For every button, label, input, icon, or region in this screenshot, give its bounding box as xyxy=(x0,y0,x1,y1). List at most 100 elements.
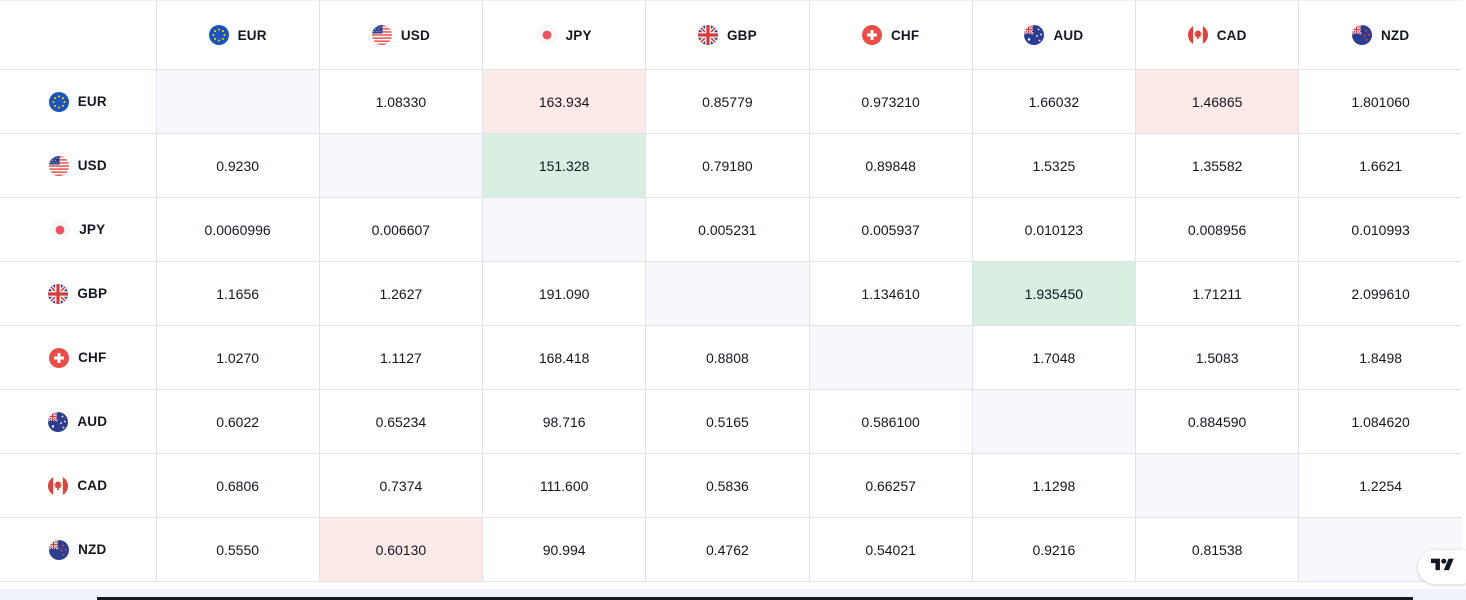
rate-cell-nzdjpy[interactable]: 90.994 xyxy=(482,517,647,582)
rate-cell-cadchf[interactable]: 0.66257 xyxy=(809,453,973,518)
rate-cell-usdnzd[interactable]: 1.6621 xyxy=(1298,133,1462,198)
rate-cell-chfjpy[interactable]: 168.418 xyxy=(482,325,647,390)
column-header-usd: USD xyxy=(319,0,484,70)
rate-row-usd: USD 0.9230 151.328 0.79180 0.89848 1.5325 1.35… xyxy=(0,133,1462,198)
rate-cell-nzdaud[interactable]: 0.9216 xyxy=(972,517,1137,582)
currency-code: CHF xyxy=(78,350,107,365)
column-header-aud: AUD xyxy=(972,0,1137,70)
currency-code: GBP xyxy=(77,286,108,301)
currency-code: USD xyxy=(77,158,107,173)
rate-cell-gbpaud[interactable]: 1.935450 xyxy=(972,261,1137,326)
currency-code: GBP xyxy=(726,27,757,43)
currency-code: AUD xyxy=(77,414,108,429)
rate-cell-cadaud[interactable]: 1.1298 xyxy=(972,453,1137,518)
rate-cell-nzdgbp[interactable]: 0.4762 xyxy=(645,517,810,582)
cad-flag-icon xyxy=(48,475,69,496)
diagonal-cell xyxy=(809,325,973,390)
rate-cell-nzdeur[interactable]: 0.5550 xyxy=(156,517,320,582)
rate-cell-gbpeur[interactable]: 1.1656 xyxy=(156,261,320,326)
rate-cell-gbpusd[interactable]: 1.2627 xyxy=(319,261,484,326)
rate-cell-jpyaud[interactable]: 0.010123 xyxy=(972,197,1137,262)
rate-cell-cadjpy[interactable]: 111.600 xyxy=(482,453,647,518)
row-header-gbp: GBP xyxy=(0,261,157,326)
rates-body: EUR 1.08330 163.934 0.85779 0.973210 1.66032 1… xyxy=(0,69,1462,582)
gbp-flag-icon xyxy=(697,25,718,45)
rate-cell-usdeur[interactable]: 0.9230 xyxy=(156,133,320,198)
row-header-nzd: NZD xyxy=(0,517,157,582)
jpy-flag-icon xyxy=(50,219,71,240)
rate-cell-usdaud[interactable]: 1.5325 xyxy=(972,133,1137,198)
rate-cell-eurusd[interactable]: 1.08330 xyxy=(319,69,484,134)
rate-cell-chfeur[interactable]: 1.0270 xyxy=(156,325,320,390)
row-header-cad: CAD xyxy=(0,453,157,518)
rate-cell-usdchf[interactable]: 0.89848 xyxy=(809,133,973,198)
rate-row-gbp: GBP 1.1656 1.2627 191.090 1.134610 1.935450 1.… xyxy=(0,261,1462,326)
column-header-nzd: NZD xyxy=(1298,0,1462,70)
rate-cell-gbpjpy[interactable]: 191.090 xyxy=(482,261,647,326)
rate-cell-audusd[interactable]: 0.65234 xyxy=(319,389,484,454)
diagonal-cell xyxy=(645,261,810,326)
row-header-aud: AUD xyxy=(0,389,157,454)
rate-row-nzd: NZD 0.5550 0.60130 90.994 0.4762 0.54021 0.921… xyxy=(0,517,1462,582)
rate-cell-chfcad[interactable]: 1.5083 xyxy=(1135,325,1300,390)
usd-flag-icon xyxy=(371,25,392,45)
currency-code: AUD xyxy=(1053,27,1084,43)
rate-cell-usdgbp[interactable]: 0.79180 xyxy=(645,133,810,198)
chf-flag-icon xyxy=(861,25,882,45)
usd-flag-icon xyxy=(48,155,69,176)
rate-cell-nzdusd[interactable]: 0.60130 xyxy=(319,517,484,582)
rate-cell-nzdcad[interactable]: 0.81538 xyxy=(1135,517,1300,582)
rate-cell-audgbp[interactable]: 0.5165 xyxy=(645,389,810,454)
rate-cell-usdjpy[interactable]: 151.328 xyxy=(482,133,647,198)
rate-cell-chfnzd[interactable]: 1.8498 xyxy=(1298,325,1462,390)
rate-cell-audjpy[interactable]: 98.716 xyxy=(482,389,647,454)
tradingview-logo-icon xyxy=(1431,556,1454,579)
rate-cell-jpyusd[interactable]: 0.006607 xyxy=(319,197,484,262)
rate-cell-eurgbp[interactable]: 0.85779 xyxy=(645,69,810,134)
rate-cell-eurcad[interactable]: 1.46865 xyxy=(1135,69,1300,134)
chf-flag-icon xyxy=(49,347,70,368)
rate-cell-cadeur[interactable]: 0.6806 xyxy=(156,453,320,518)
nzd-flag-icon xyxy=(49,539,70,560)
tradingview-logo-badge[interactable] xyxy=(1418,550,1466,584)
rate-cell-audchf[interactable]: 0.586100 xyxy=(809,389,973,454)
currency-code: NZD xyxy=(78,542,107,557)
eur-flag-icon xyxy=(208,25,229,45)
rate-cell-jpygbp[interactable]: 0.005231 xyxy=(645,197,810,262)
rate-cell-jpynzd[interactable]: 0.010993 xyxy=(1298,197,1462,262)
jpy-flag-icon xyxy=(536,25,557,45)
rate-cell-gbpnzd[interactable]: 2.099610 xyxy=(1298,261,1462,326)
rate-cell-jpycad[interactable]: 0.008956 xyxy=(1135,197,1300,262)
diagonal-cell xyxy=(482,197,647,262)
rate-row-cad: CAD 0.6806 0.7374 111.600 0.5836 0.66257 1.129… xyxy=(0,453,1462,518)
rate-cell-audeur[interactable]: 0.6022 xyxy=(156,389,320,454)
aud-flag-icon xyxy=(48,411,69,432)
rate-cell-euraud[interactable]: 1.66032 xyxy=(972,69,1137,134)
eur-flag-icon xyxy=(48,91,69,112)
rate-row-jpy: JPY 0.0060996 0.006607 0.005231 0.005937 0.01… xyxy=(0,197,1462,262)
rate-cell-cadusd[interactable]: 0.7374 xyxy=(319,453,484,518)
rate-cell-cadgbp[interactable]: 0.5836 xyxy=(645,453,810,518)
rate-cell-nzdchf[interactable]: 0.54021 xyxy=(809,517,973,582)
rate-cell-chfaud[interactable]: 1.7048 xyxy=(972,325,1137,390)
cross-rates-table: EUR USD JPY GBP CHF AUD CAD NZD EUR 1.08330 163.9… xyxy=(0,0,1462,582)
rate-cell-eurjpy[interactable]: 163.934 xyxy=(482,69,647,134)
rate-cell-jpychf[interactable]: 0.005937 xyxy=(809,197,973,262)
row-header-chf: CHF xyxy=(0,325,157,390)
diagonal-cell xyxy=(972,389,1137,454)
header-row: EUR USD JPY GBP CHF AUD CAD NZD xyxy=(0,0,1462,70)
rate-cell-jpyeur[interactable]: 0.0060996 xyxy=(156,197,320,262)
rate-cell-eurchf[interactable]: 0.973210 xyxy=(809,69,973,134)
rate-cell-usdcad[interactable]: 1.35582 xyxy=(1135,133,1300,198)
rate-cell-gbpchf[interactable]: 1.134610 xyxy=(809,261,973,326)
page-background-strip xyxy=(0,589,1466,600)
rate-cell-audcad[interactable]: 0.884590 xyxy=(1135,389,1300,454)
row-header-jpy: JPY xyxy=(0,197,157,262)
rate-cell-eurnzd[interactable]: 1.801060 xyxy=(1298,69,1462,134)
rate-cell-cadnzd[interactable]: 1.2254 xyxy=(1298,453,1462,518)
rate-cell-chfusd[interactable]: 1.1127 xyxy=(319,325,484,390)
rate-cell-audnzd[interactable]: 1.084620 xyxy=(1298,389,1462,454)
rate-cell-chfgbp[interactable]: 0.8808 xyxy=(645,325,810,390)
rate-cell-gbpcad[interactable]: 1.71211 xyxy=(1135,261,1300,326)
